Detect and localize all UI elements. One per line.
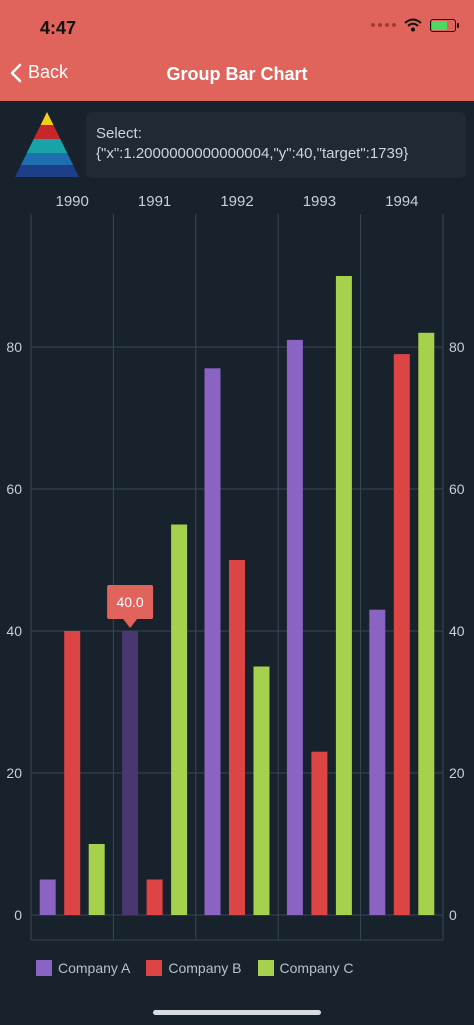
legend-label: Company C xyxy=(279,960,354,976)
group-bar-chart[interactable]: 0 0 20 20 40 40 60 60 80 80 1990 1991 1992 1993 1994 40… xyxy=(0,185,474,950)
bar[interactable] xyxy=(88,844,105,915)
legend-swatch xyxy=(146,960,163,976)
x-tick-label: 1991 xyxy=(138,193,171,210)
legend-item-company-b[interactable]: Company B xyxy=(146,960,242,976)
legend-swatch xyxy=(257,960,274,976)
y-tick-label-left: 60 xyxy=(6,481,22,497)
y-tick-label-left: 20 xyxy=(6,765,22,781)
back-button[interactable]: Back xyxy=(10,62,68,83)
bar[interactable] xyxy=(418,332,435,915)
home-indicator xyxy=(153,1010,321,1015)
chart-legend: Company A Company B Company C xyxy=(36,960,353,976)
legend-label: Company B xyxy=(168,960,242,976)
back-label: Back xyxy=(28,62,69,82)
wifi-icon xyxy=(404,18,422,32)
bar[interactable] xyxy=(146,879,163,916)
bar[interactable] xyxy=(64,631,81,915)
legend-label: Company A xyxy=(58,960,131,976)
tooltip-text: 40.0 xyxy=(116,594,143,610)
bar[interactable] xyxy=(122,631,139,915)
y-tick-label-left: 80 xyxy=(6,339,22,355)
x-tick-label: 1993 xyxy=(303,193,336,210)
chevron-left-icon xyxy=(10,63,22,82)
x-tick-label: 1994 xyxy=(385,193,418,210)
app-header: 4:47 Back Group Bar Chart xyxy=(0,0,474,101)
signal-icon xyxy=(371,23,396,27)
bar[interactable] xyxy=(229,560,245,915)
y-tick-label-right: 40 xyxy=(449,623,465,639)
bar[interactable] xyxy=(369,609,386,915)
x-tick-label: 1992 xyxy=(220,193,253,210)
status-icons xyxy=(371,18,459,32)
y-tick-label-left: 40 xyxy=(6,623,22,639)
y-tick-label-right: 20 xyxy=(449,765,465,781)
x-tick-label: 1990 xyxy=(56,193,89,210)
bar[interactable] xyxy=(335,276,352,915)
bar[interactable] xyxy=(204,368,221,915)
y-tick-label-right: 60 xyxy=(449,481,465,497)
legend-item-company-a[interactable]: Company A xyxy=(36,960,130,976)
selection-info: Select: {"x":1.2000000000000004,"y":40,"… xyxy=(86,112,466,178)
y-tick-label-left: 0 xyxy=(14,907,22,923)
bar[interactable] xyxy=(286,339,303,915)
legend-swatch xyxy=(36,960,52,976)
y-tick-label-right: 0 xyxy=(449,907,457,923)
battery-icon xyxy=(430,18,459,32)
tooltip-pointer xyxy=(123,619,138,628)
page-title: Group Bar Chart xyxy=(166,64,308,84)
bar[interactable] xyxy=(253,666,270,916)
legend-item-company-c[interactable]: Company C xyxy=(257,960,354,976)
pyramid-logo-icon xyxy=(15,112,79,177)
bar[interactable] xyxy=(393,354,410,916)
status-time: 4:47 xyxy=(40,18,77,38)
bar[interactable] xyxy=(311,751,328,915)
bar[interactable] xyxy=(39,879,56,916)
selection-label: Select: xyxy=(96,125,142,142)
selection-value: {"x":1.2000000000000004,"y":40,"target":… xyxy=(96,145,409,162)
y-tick-label-right: 80 xyxy=(449,339,465,355)
bar[interactable] xyxy=(171,524,188,916)
tooltip-box xyxy=(107,585,154,619)
